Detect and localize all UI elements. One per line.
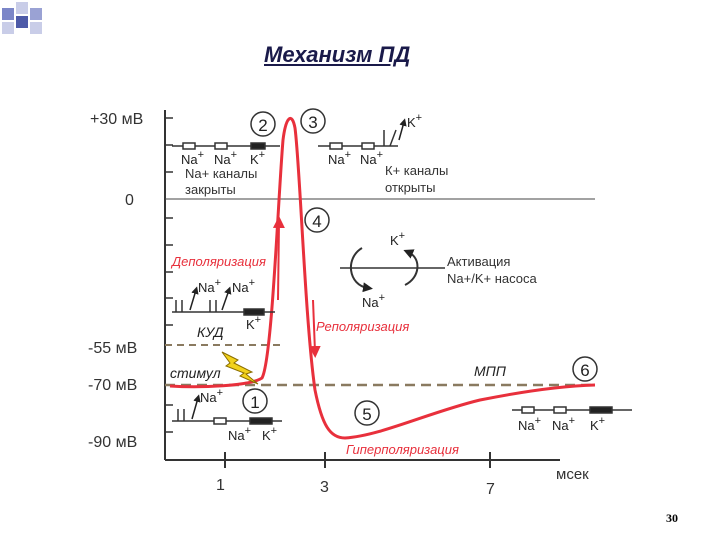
k-ion-label-stage-3: K+ xyxy=(407,112,422,130)
y-tick-plus30: +30 мВ xyxy=(90,111,143,128)
na-ion-pump-label: Na+ xyxy=(362,292,385,310)
stage-1-marker: 1 xyxy=(242,388,268,414)
svg-text:6: 6 xyxy=(580,361,589,380)
action-potential-curve xyxy=(169,116,596,440)
ion-labels-depolarization: Na+ Na+ K+ xyxy=(198,277,261,332)
corner-squares-decoration xyxy=(2,2,42,34)
svg-text:Na+: Na+ xyxy=(228,425,251,443)
k-ion-pump-label: K+ xyxy=(390,230,405,248)
svg-text:K+: K+ xyxy=(246,314,261,332)
na-channels-closed-label: Na+ каналы закрыты xyxy=(185,166,261,197)
page-number: 30 xyxy=(666,511,678,525)
svg-text:Na+: Na+ xyxy=(232,277,255,295)
stimulus-label: стимул xyxy=(170,365,221,381)
stage-6-marker: 6 xyxy=(572,356,598,382)
svg-text:Na+: Na+ xyxy=(360,149,383,167)
svg-text:Na+: Na+ xyxy=(214,149,237,167)
svg-text:Na+: Na+ xyxy=(552,415,575,433)
pump-activation-label: Активация Na+/K+ насоса xyxy=(447,254,537,286)
svg-text:4: 4 xyxy=(312,212,321,231)
ion-labels-stage-3: Na+ Na+ xyxy=(328,149,383,167)
x-unit-label: мсек xyxy=(556,466,589,483)
membrane-depolarization xyxy=(172,300,275,316)
ion-labels-stage-1: Na+ Na+ K+ xyxy=(200,387,277,443)
page-title: Механизм ПД xyxy=(264,42,411,67)
stage-5-marker: 5 xyxy=(354,400,380,426)
k-channels-open-label: К+ каналы открыты xyxy=(385,163,452,195)
y-tick-minus55: -55 мВ xyxy=(88,340,137,357)
membrane-stage-2 xyxy=(172,142,280,150)
y-tick-minus70: -70 мВ xyxy=(88,377,137,394)
x-tick-3: 3 xyxy=(320,479,329,496)
x-axis-ticks xyxy=(224,452,491,468)
lightning-bolt-icon xyxy=(221,351,259,385)
x-tick-1: 1 xyxy=(216,477,225,494)
x-tick-7: 7 xyxy=(486,481,495,498)
stage-2-marker: 2 xyxy=(250,111,276,137)
membrane-stage-3 xyxy=(318,129,398,150)
na-influx-arrow-1 xyxy=(189,286,199,311)
svg-text:K+: K+ xyxy=(590,415,605,433)
depolarization-arrow xyxy=(272,216,285,301)
k-efflux-arrow xyxy=(398,118,407,141)
svg-text:K+: K+ xyxy=(250,149,265,167)
resting-potential-label: МПП xyxy=(474,363,507,379)
y-axis-minor-ticks xyxy=(165,117,173,433)
kud-label: КУД xyxy=(197,324,224,340)
svg-text:K+: K+ xyxy=(262,425,277,443)
stage-4-marker: 4 xyxy=(304,207,330,233)
repolarization-arrow xyxy=(308,299,321,358)
svg-text:Na+: Na+ xyxy=(518,415,541,433)
ion-labels-stage-6: Na+ Na+ K+ xyxy=(518,415,605,433)
y-tick-zero: 0 xyxy=(125,192,134,209)
svg-text:5: 5 xyxy=(362,405,371,424)
membrane-stage-6 xyxy=(512,406,632,414)
svg-text:3: 3 xyxy=(308,113,317,132)
svg-text:1: 1 xyxy=(250,393,259,412)
svg-text:2: 2 xyxy=(258,116,267,135)
hyperpolarization-label: Гиперполяризация xyxy=(346,442,459,457)
depolarization-label: Деполяризация xyxy=(170,254,266,269)
na-influx-arrow-2 xyxy=(221,286,232,311)
svg-text:Na+: Na+ xyxy=(200,387,223,405)
na-influx-arrow-stage-1 xyxy=(191,394,201,420)
svg-text:Na+: Na+ xyxy=(328,149,351,167)
ion-labels-stage-2: Na+ Na+ K+ xyxy=(181,149,265,167)
svg-text:Na+: Na+ xyxy=(181,149,204,167)
y-tick-minus90: -90 мВ xyxy=(88,434,137,451)
membrane-stage-1 xyxy=(172,409,282,425)
stage-3-marker: 3 xyxy=(300,108,326,134)
repolarization-label: Реполяризация xyxy=(316,319,409,334)
svg-text:Na+: Na+ xyxy=(198,277,221,295)
